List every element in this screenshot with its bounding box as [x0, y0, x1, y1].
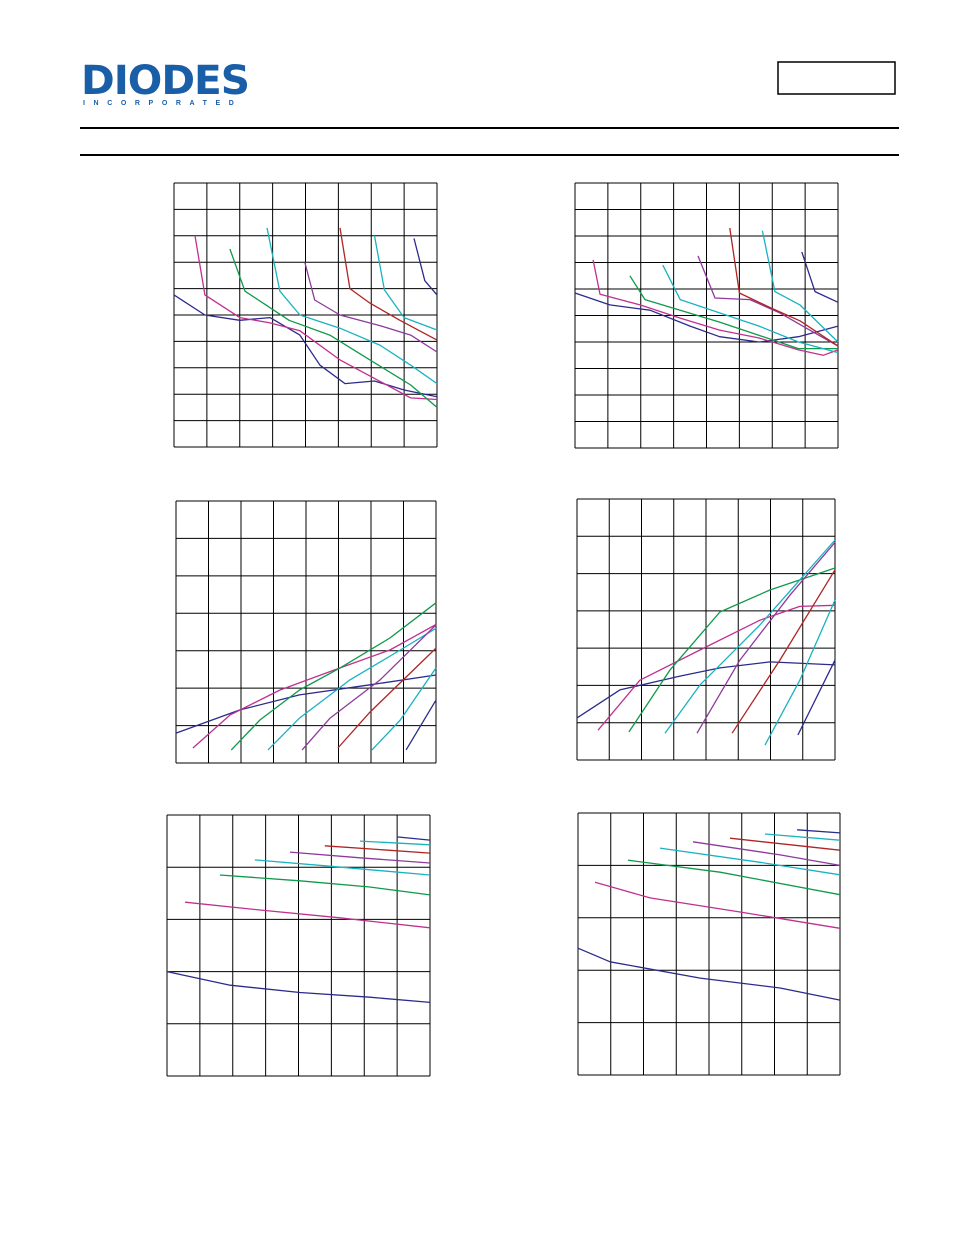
- series-line: [692, 841, 841, 867]
- series-line: [289, 851, 431, 864]
- series-line: [659, 847, 841, 876]
- series-line: [597, 604, 836, 731]
- series-line: [267, 627, 437, 751]
- series-line: [664, 539, 836, 734]
- series-line: [254, 859, 431, 876]
- series-line: [628, 859, 841, 896]
- series-line: [592, 259, 839, 356]
- series-line: [729, 837, 841, 851]
- series-line: [173, 294, 438, 398]
- series-line: [729, 227, 839, 347]
- series-line: [797, 659, 836, 736]
- series-line: [371, 667, 437, 751]
- series-line: [301, 624, 437, 751]
- series-line: [764, 833, 841, 841]
- series-line: [761, 230, 839, 343]
- series-line: [696, 541, 836, 734]
- series-line: [629, 275, 838, 350]
- series-line: [229, 248, 438, 408]
- series-line: [175, 674, 437, 734]
- series-line: [324, 845, 431, 854]
- logo: DIODES: [81, 58, 249, 104]
- series-line: [304, 262, 438, 353]
- series-line: [628, 567, 836, 733]
- series-line: [405, 699, 437, 751]
- series-line: [576, 661, 836, 719]
- series-line: [574, 292, 839, 343]
- series-line: [797, 829, 841, 834]
- series-line: [266, 227, 438, 385]
- series-line: [697, 255, 839, 347]
- series-line: [731, 569, 836, 734]
- series-line: [594, 881, 841, 929]
- series-line: [764, 599, 836, 746]
- series-line: [339, 227, 438, 341]
- part-number-box: [777, 61, 896, 95]
- series-line: [577, 947, 841, 1001]
- series-line: [192, 623, 437, 749]
- series-line: [396, 836, 431, 841]
- series-line: [373, 235, 438, 331]
- series-line: [662, 264, 839, 354]
- series-line: [359, 840, 431, 846]
- series-line: [801, 251, 839, 303]
- series-line: [194, 235, 438, 401]
- series-line: [219, 874, 431, 896]
- series-line: [413, 238, 438, 296]
- series-line: [185, 901, 431, 929]
- series-line: [337, 647, 437, 749]
- series-line: [166, 970, 431, 1004]
- logo-subtitle: INCORPORATED: [83, 100, 242, 107]
- series-line: [230, 602, 437, 751]
